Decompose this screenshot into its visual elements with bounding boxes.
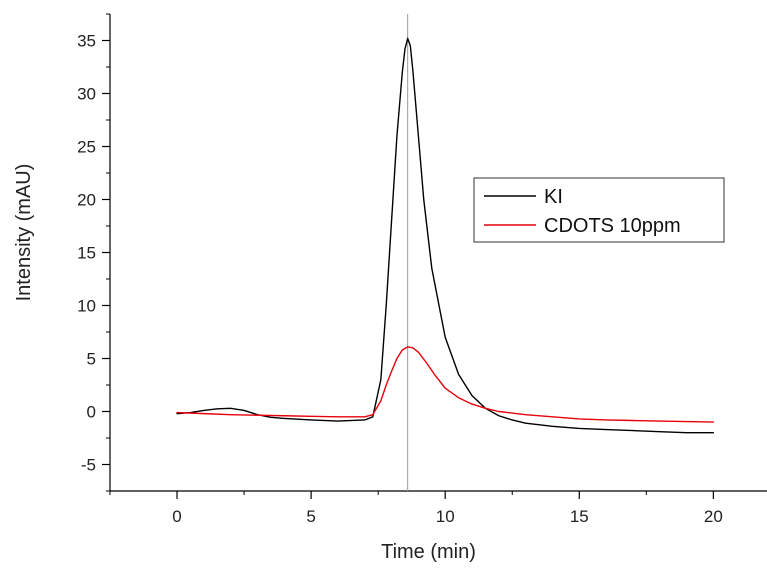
x-axis-title: Time (min) [381,541,476,563]
x-tick-label: 15 [570,507,589,526]
x-tick-label: 10 [436,507,455,526]
y-tick-label: 25 [77,138,96,157]
y-tick-label: 20 [77,191,96,210]
y-tick-label: 30 [77,85,96,104]
y-tick-label: 0 [87,403,96,422]
x-tick-label: 20 [704,507,723,526]
x-tick-label: 5 [306,507,315,526]
y-tick-label: 5 [87,350,96,369]
x-tick-label: 0 [172,507,181,526]
legend-label-0: KI [544,186,563,208]
series-line-1 [176,346,715,423]
ticks: 0 5 10 15 20 -5 0 5 10 15 20 25 30 35 [77,13,723,526]
y-tick-label: 35 [77,32,96,51]
legend: KI CDOTS 10ppm [473,177,725,243]
y-tick-label: 10 [77,297,96,316]
legend-box [473,177,725,243]
legend-label-1: CDOTS 10ppm [544,215,681,237]
series-lines [176,37,715,434]
y-axis-title: Intensity (mAU) [13,164,35,302]
axes [109,14,767,492]
y-tick-label: -5 [81,456,96,475]
y-tick-label: 15 [77,244,96,263]
